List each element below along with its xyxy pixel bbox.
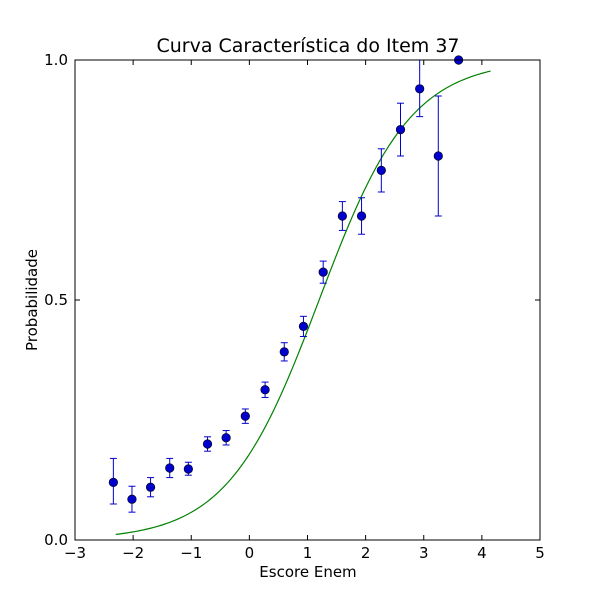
plot-area: −3 −2 −1 0 1 2 3 4 5 0.0 0.5 1.0 (44, 51, 545, 562)
data-point-15 (395, 125, 406, 135)
data-point-16 (415, 84, 425, 94)
x-tick-label: 3 (419, 544, 429, 562)
x-tick-label: 0 (245, 544, 255, 562)
data-point-14 (376, 165, 386, 175)
y-tick-label: 0.0 (44, 531, 68, 549)
data-point-7 (240, 411, 250, 421)
data-point-2 (145, 482, 156, 492)
data-point-11 (318, 267, 328, 277)
data-point-10 (298, 321, 309, 332)
chart-title: Curva Característica do Item 37 (156, 35, 459, 57)
x-tick-label: 2 (361, 544, 371, 562)
x-tick-label: −3 (64, 544, 86, 562)
x-tick-label: −1 (180, 544, 202, 562)
x-tick-label: 1 (303, 544, 313, 562)
data-point-6 (221, 433, 231, 443)
data-point-12 (337, 211, 347, 221)
x-tick-label: −2 (122, 544, 144, 562)
fitted-curve (115, 70, 491, 536)
data-point-3 (165, 463, 175, 473)
data-point-13 (356, 211, 367, 221)
data-point-8 (260, 385, 270, 395)
x-axis-label: Escore Enem (259, 563, 356, 581)
x-tick-label: 5 (535, 544, 545, 562)
data-point-5 (202, 439, 213, 449)
y-tick-label: 1.0 (44, 51, 68, 69)
data-point-0 (108, 477, 118, 488)
data-point-1 (127, 494, 137, 504)
y-axis-label: Probabilidade (23, 249, 41, 351)
data-point-9 (279, 347, 289, 357)
data-point-17 (433, 151, 443, 161)
data-point-4 (183, 464, 193, 474)
y-tick-label: 0.5 (44, 291, 68, 309)
x-tick-label: 4 (477, 544, 487, 562)
